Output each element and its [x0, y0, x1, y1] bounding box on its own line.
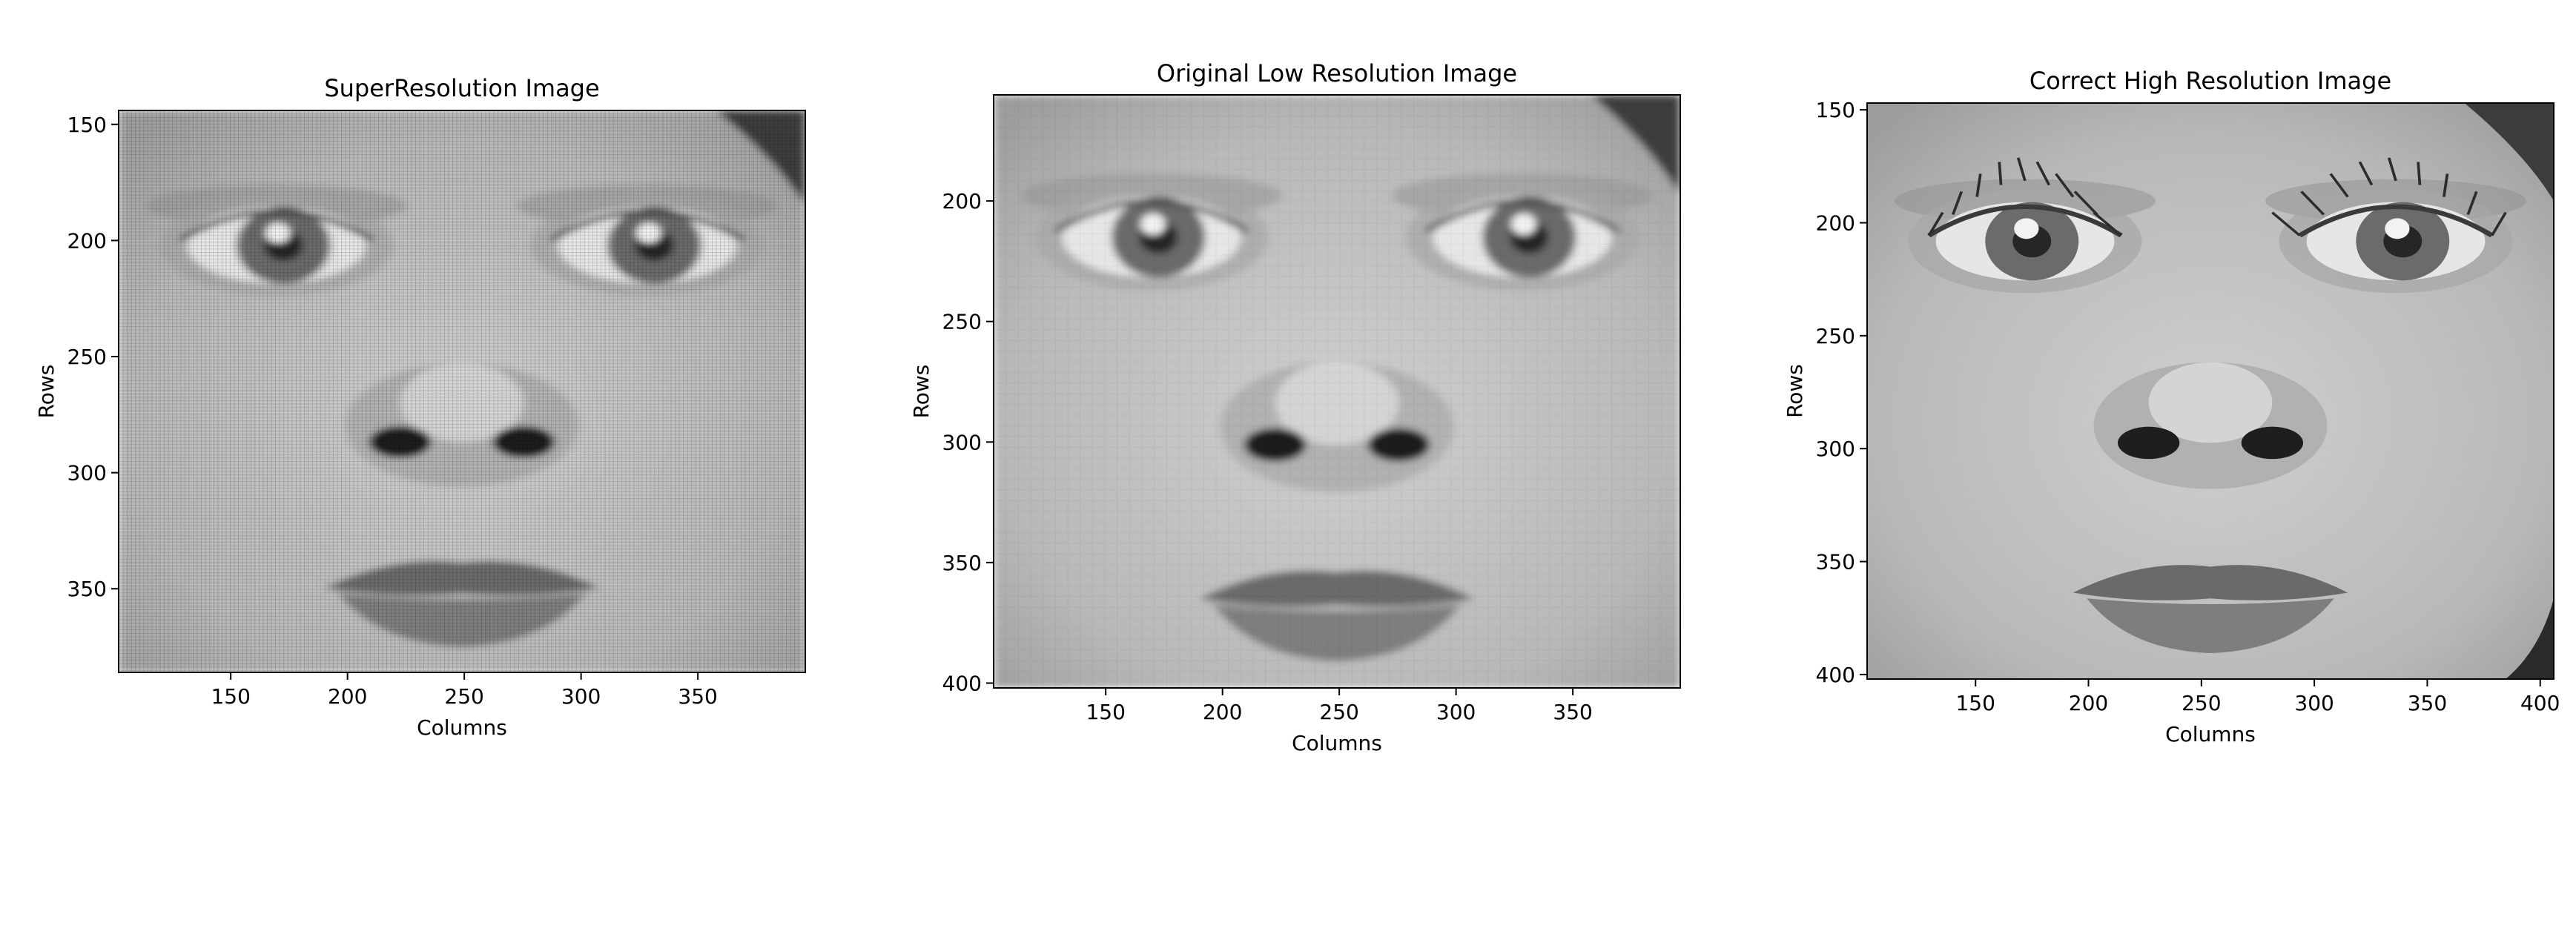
eyelash: [2073, 191, 2098, 216]
x-tick-label: 350: [678, 684, 717, 709]
x-tick-label: 250: [2182, 691, 2221, 715]
y-tick-label: 150: [67, 113, 107, 137]
eyelash: [1975, 173, 1982, 197]
y-tick-label: 350: [67, 577, 107, 601]
eyelash: [2016, 157, 2027, 182]
nostril-right: [2241, 426, 2304, 460]
y-tick-label: 300: [1816, 437, 1855, 461]
panel-title: SuperResolution Image: [324, 74, 599, 102]
y-tick-label: 250: [942, 310, 982, 334]
y-tick-label: 300: [942, 430, 982, 454]
y-tick-label: 150: [1816, 98, 1855, 122]
shadow-corner: [2506, 598, 2554, 679]
x-tick-label: 150: [211, 684, 250, 709]
x-tick-label: 250: [1319, 700, 1358, 724]
y-tick-label: 200: [942, 189, 982, 213]
image-area: [994, 95, 1680, 688]
eyelid: [2298, 204, 2494, 238]
eyelash: [1927, 211, 1944, 236]
x-tick-label: 200: [328, 684, 367, 709]
hair-corner: [2464, 103, 2554, 202]
grid-artifact: [119, 110, 805, 672]
y-tick-label: 200: [67, 228, 107, 253]
eyelash: [2035, 161, 2051, 186]
eyelash: [2329, 173, 2349, 198]
image-area: [1867, 103, 2554, 679]
eyelash: [1951, 191, 1964, 215]
x-tick-label: 200: [1203, 700, 1242, 724]
panel-title: Correct High Resolution Image: [2030, 67, 2391, 95]
axes-frame: [118, 110, 806, 673]
eye-highlight: [2014, 218, 2039, 239]
y-tick-label: 200: [1816, 211, 1855, 235]
eyelid: [1927, 204, 2123, 238]
eyelash: [2491, 211, 2507, 236]
y-tick-label: 400: [942, 671, 982, 695]
eyelash: [2093, 211, 2122, 236]
eyelash: [2271, 211, 2301, 236]
y-tick-label: 350: [942, 551, 982, 575]
lower-lip: [2087, 598, 2334, 654]
x-tick-label: 300: [561, 684, 601, 709]
eyelash: [2055, 173, 2075, 198]
eyelash: [2443, 173, 2449, 197]
eyelash: [1998, 162, 2003, 185]
panel-title: Original Low Resolution Image: [1157, 59, 1517, 87]
x-tick-label: 250: [444, 684, 483, 709]
upper-lip: [2073, 565, 2348, 600]
eyelash: [2387, 157, 2397, 182]
pixel-grid: [994, 95, 1680, 688]
eyelash: [2358, 161, 2374, 186]
panel-superresolution: SuperResolution Image 150 200 250 300 350 150 2…: [34, 74, 806, 740]
x-axis-label: Columns: [2165, 722, 2256, 746]
y-tick-label: 250: [1816, 324, 1855, 348]
y-tick-label: 400: [1816, 663, 1855, 687]
nose-tip: [2148, 362, 2273, 443]
x-tick-label: 350: [2408, 691, 2447, 715]
eyelash: [2300, 191, 2325, 216]
y-axis-label: Rows: [1783, 364, 1807, 418]
x-tick-label: 200: [2069, 691, 2108, 715]
eyelash: [2417, 162, 2422, 185]
panel-low-resolution: Original Low Resolution Image 150 200 250 30…: [909, 59, 1681, 755]
image-area: [119, 110, 805, 672]
y-axis-label: Rows: [34, 365, 59, 419]
x-tick-label: 350: [1553, 700, 1592, 724]
x-axis-label: Columns: [1292, 731, 1382, 755]
x-tick-label: 150: [1955, 691, 1995, 715]
x-tick-label: 300: [2294, 691, 2334, 715]
y-axis-label: Rows: [909, 365, 934, 419]
eye-highlight: [2385, 218, 2410, 239]
x-tick-label: 300: [1436, 700, 1476, 724]
eyelash: [2466, 191, 2478, 215]
nostril-left: [2117, 426, 2180, 460]
x-tick-label: 400: [2520, 691, 2560, 715]
x-tick-label: 150: [1086, 700, 1125, 724]
y-tick-label: 250: [67, 345, 107, 369]
axes-frame: [993, 94, 1681, 689]
y-tick-label: 300: [67, 461, 107, 486]
panel-high-resolution: Correct High Resolution Image 150 200 250 30…: [1783, 67, 2560, 746]
x-axis-label: Columns: [417, 715, 507, 740]
axes-frame: [1866, 102, 2554, 680]
y-tick-label: 350: [1816, 550, 1855, 575]
